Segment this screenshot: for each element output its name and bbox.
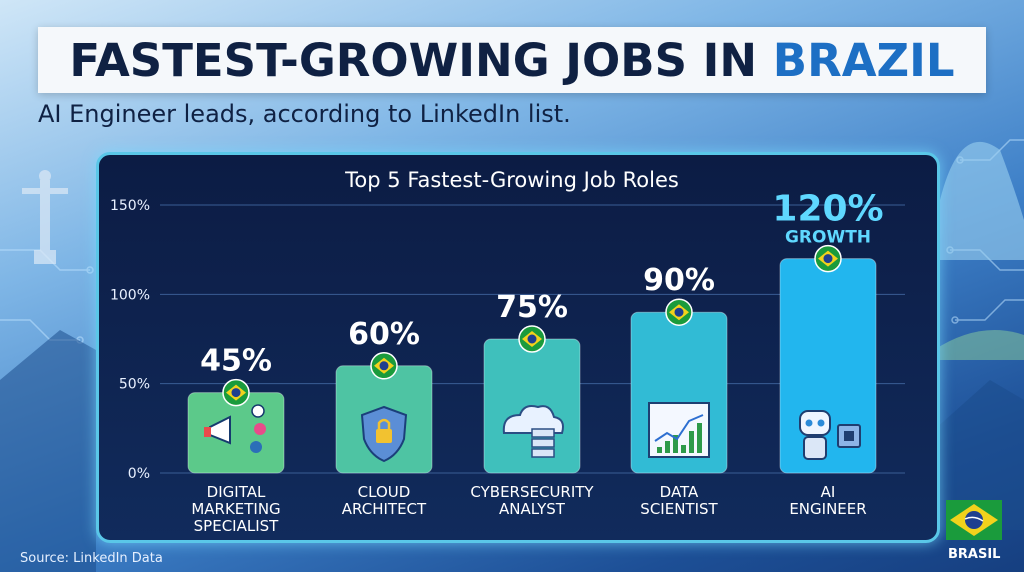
bar-value-label: 60% [348,317,420,352]
megaphone-icon [204,404,266,453]
title-accent: BRAZIL [772,33,955,87]
page-subtitle: AI Engineer leads, according to LinkedIn… [38,100,571,128]
x-category-label: AI [821,483,836,501]
source-note: Source: LinkedIn Data [20,551,163,566]
y-tick-label: 150% [110,198,150,214]
x-category-label: DATA [660,483,699,501]
flag-badge-icon [665,298,693,326]
chart-title: Top 5 Fastest-Growing Job Roles [344,168,679,192]
title-main: FASTEST-GROWING JOBS IN [69,33,758,87]
growth-note: GROWTH [785,228,871,248]
title-banner: FASTEST-GROWING JOBS IN BRAZIL [38,27,986,93]
y-tick-label: 100% [110,287,150,303]
x-category-label: MARKETING [191,500,280,518]
x-category-label: DIGITAL [207,483,266,501]
robot-chip-icon [799,410,861,460]
shield-lock-icon [360,405,408,463]
y-tick-label: 50% [119,377,150,393]
analytics-chart-icon [648,402,710,458]
x-category-label: ARCHITECT [342,500,427,518]
x-category-label: SCIENTIST [640,500,718,518]
cloud-server-icon [502,405,564,458]
bar-value-label: 45% [200,344,272,379]
bar-value-label: 120% [772,189,883,230]
flag-badge-icon [222,378,250,407]
flag-badge-icon [518,325,546,353]
flag-badge-icon [814,244,842,273]
x-category-label: CLOUD [358,483,411,501]
page-title: FASTEST-GROWING JOBS IN BRAZIL [69,34,954,87]
flag-badge-icon [370,352,398,380]
x-category-label: ENGINEER [789,500,866,518]
y-tick-label: 0% [128,466,150,482]
brazil-flag-icon [946,500,1002,540]
bar [779,258,877,474]
flag-label: BRASIL [948,547,1001,562]
bar-value-label: 75% [496,290,568,325]
x-category-label: ANALYST [499,500,566,518]
x-category-label: SPECIALIST [194,517,280,535]
bar-value-label: 90% [643,263,715,298]
x-category-label: CYBERSECURITY [470,483,594,501]
